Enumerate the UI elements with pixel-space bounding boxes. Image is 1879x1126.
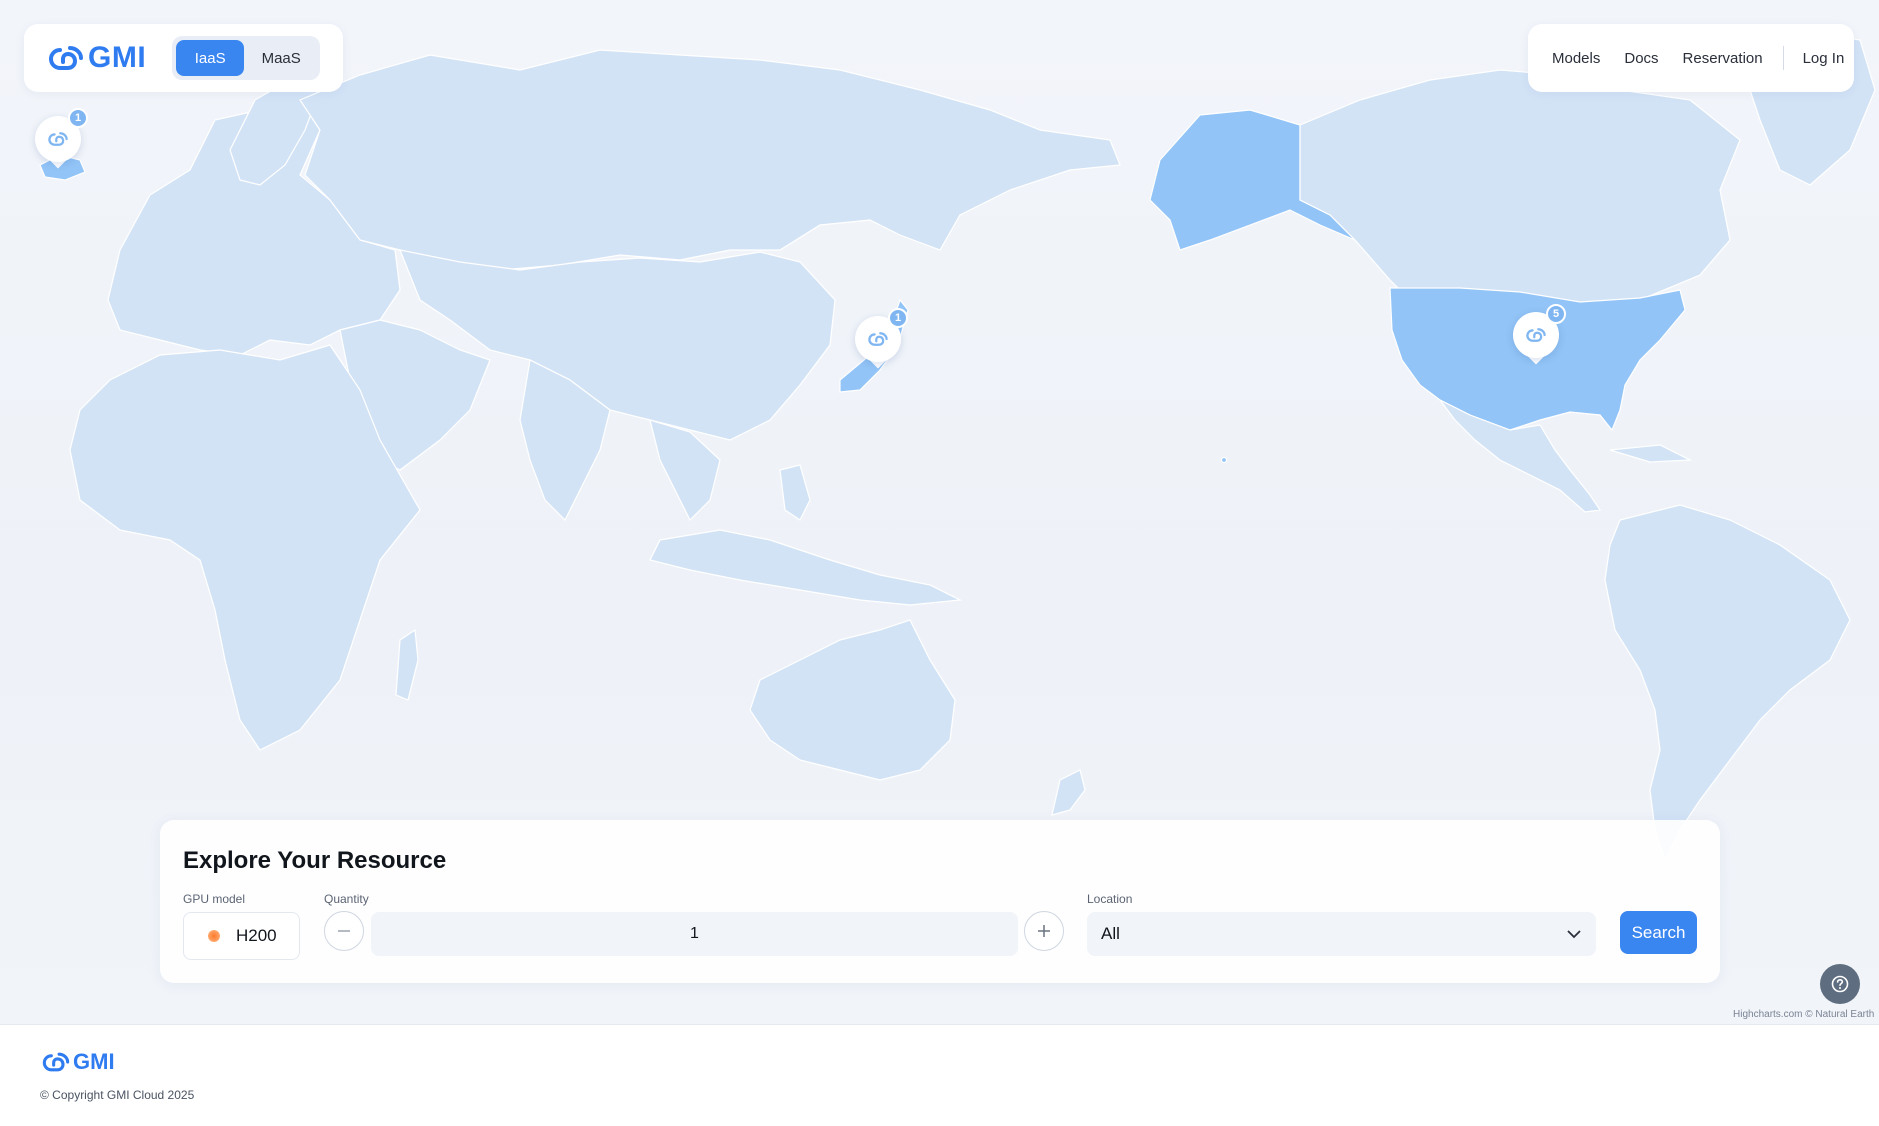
product-switch: IaaS MaaS (172, 36, 321, 80)
quantity-input[interactable]: 1 (371, 912, 1018, 956)
pin-europe[interactable]: 1 (35, 108, 88, 169)
region-indonesia (649, 529, 963, 606)
quantity-increment-button[interactable] (1024, 911, 1064, 951)
pin-count-badge: 1 (888, 308, 908, 328)
plus-icon (1038, 925, 1050, 937)
region-africa (69, 344, 421, 751)
top-nav: Models Docs Reservation Log In (1528, 24, 1854, 92)
gmi-logo[interactable]: GMI (48, 41, 146, 75)
region-philippines (779, 464, 811, 521)
region-alaska (1149, 109, 1356, 251)
chevron-down-icon (1567, 930, 1581, 939)
region-mexico (1439, 399, 1602, 513)
location-value: All (1101, 924, 1120, 943)
world-map-svg (39, 29, 1876, 862)
brand-card: GMI IaaS MaaS (24, 24, 343, 92)
region-canada (1299, 69, 1741, 306)
panel-title: Explore Your Resource (183, 847, 447, 874)
gpu-model-label: GPU model (183, 892, 246, 906)
gmi-cloud-icon (42, 1052, 70, 1072)
region-china (399, 249, 836, 441)
quantity-decrement-button[interactable] (324, 911, 364, 951)
footer-logo-text: GMI (73, 1049, 115, 1074)
region-new-zealand (1051, 769, 1086, 816)
pin-count-badge: 1 (68, 108, 88, 128)
world-map (0, 0, 1879, 1024)
nav-divider (1782, 46, 1784, 70)
footer-logo[interactable]: GMI (42, 1049, 115, 1075)
nav-docs[interactable]: Docs (1624, 49, 1659, 67)
region-hawaii (1220, 456, 1228, 464)
region-scandinavia (229, 79, 321, 186)
gmi-cloud-icon (1526, 328, 1546, 342)
region-se-asia (649, 419, 721, 522)
quantity-label: Quantity (324, 892, 369, 906)
tab-maas[interactable]: MaaS (261, 49, 301, 67)
nav-models[interactable]: Models (1552, 49, 1601, 67)
gmi-cloud-icon (48, 46, 83, 70)
pin-japan[interactable]: 1 (855, 308, 908, 369)
region-russia (299, 49, 1121, 271)
location-label: Location (1087, 892, 1133, 906)
pin-usa[interactable]: 5 (1513, 304, 1566, 365)
copyright-text: © Copyright GMI Cloud 2025 (40, 1088, 195, 1102)
minus-icon (338, 930, 350, 932)
nav-login[interactable]: Log In (1802, 49, 1845, 67)
region-australia (749, 619, 956, 781)
explore-panel: Explore Your Resource GPU model H200 Qua… (160, 820, 1720, 983)
question-icon (1831, 975, 1849, 993)
tab-iaas[interactable]: IaaS (176, 40, 245, 76)
nav-reservation[interactable]: Reservation (1682, 49, 1763, 67)
gmi-cloud-icon (48, 132, 68, 146)
location-select[interactable]: All (1087, 912, 1596, 956)
region-south-america (1604, 504, 1851, 862)
region-caribbean (1609, 444, 1693, 463)
search-button[interactable]: Search (1620, 911, 1697, 954)
gmi-cloud-icon (868, 332, 888, 346)
gpu-model-select[interactable]: H200 (183, 912, 300, 960)
gpu-status-dot-icon (208, 930, 220, 942)
logo-text: GMI (88, 41, 147, 74)
footer: GMI (0, 1024, 1879, 1126)
map-credit[interactable]: Highcharts.com © Natural Earth (1733, 1009, 1875, 1020)
pin-count-badge: 5 (1546, 304, 1566, 324)
region-india (519, 359, 611, 522)
region-europe (107, 99, 401, 356)
gpu-model-value: H200 (236, 926, 277, 945)
help-button[interactable] (1820, 964, 1860, 1004)
region-madagascar (395, 628, 419, 701)
